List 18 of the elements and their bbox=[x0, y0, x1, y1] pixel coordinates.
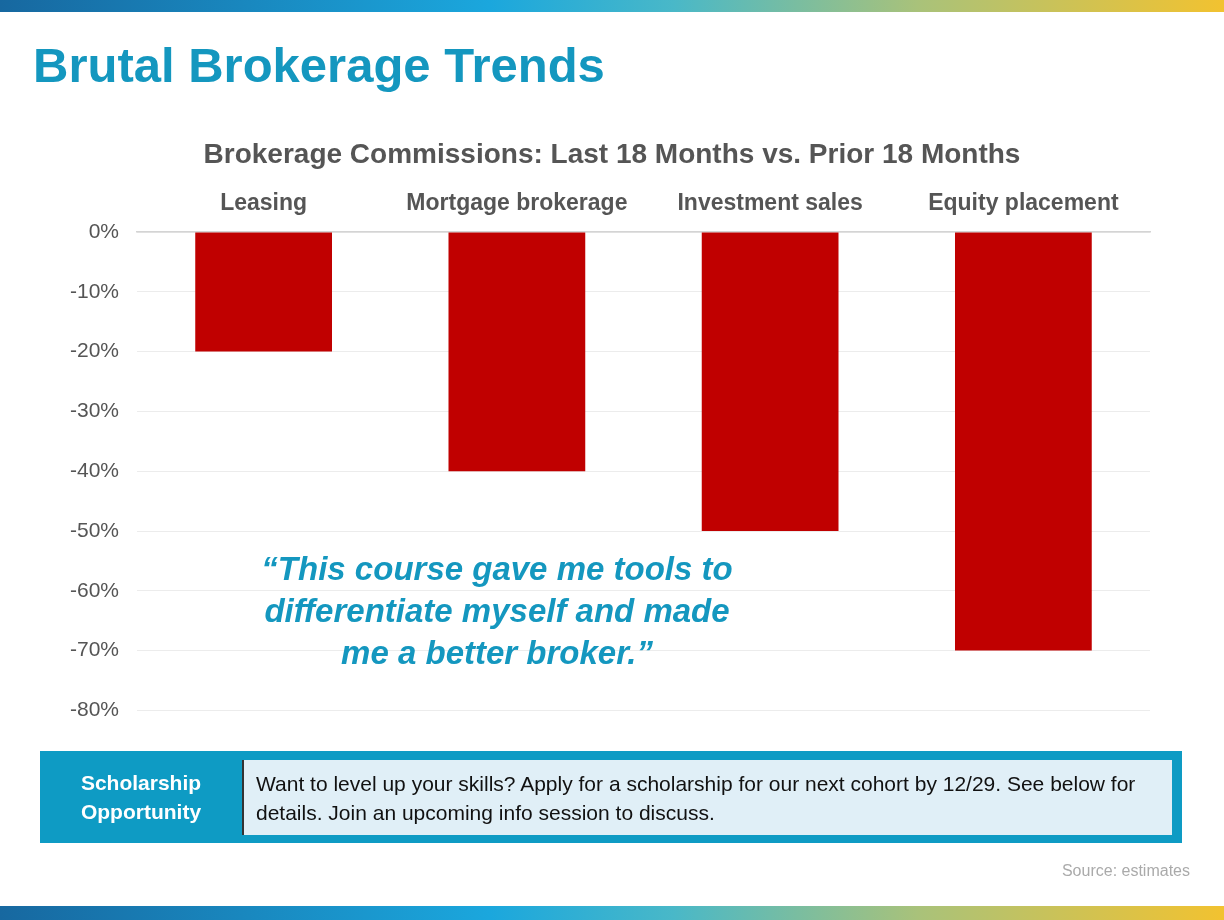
x-tick-label: Mortgage brokerage bbox=[406, 188, 628, 215]
y-tick-label: 0% bbox=[88, 218, 119, 242]
x-tick-label: Equity placement bbox=[928, 188, 1119, 215]
callout-box: Scholarship Opportunity Want to level up your skills? Apply for a scholarship for our next cohort by 12/29. See below for details. Join an upcoming info session to discuss. bbox=[40, 751, 1182, 843]
y-tick-label: -70% bbox=[69, 637, 119, 661]
y-tick-label: -60% bbox=[69, 577, 119, 601]
y-tick-label: -10% bbox=[69, 278, 119, 302]
x-tick-label: Leasing bbox=[220, 188, 308, 215]
chart-title: Brutal Brokerage Trends bbox=[33, 37, 605, 93]
source-note: Source: estimates bbox=[1061, 862, 1190, 880]
x-tick-label: Investment sales bbox=[677, 188, 863, 215]
y-tick-label: -30% bbox=[69, 398, 119, 422]
y-tick-label: -80% bbox=[69, 697, 119, 721]
y-tick-label: -40% bbox=[69, 458, 119, 481]
y-tick-label: -50% bbox=[69, 517, 119, 541]
chart-subtitle: Brokerage Commissions: Last 18 Months vs. Prior 18 Months bbox=[202, 138, 1022, 170]
annotation: “This course gave me tools to differentiate myself and made me a better broker.” bbox=[260, 549, 734, 673]
y-tick-label: -20% bbox=[69, 338, 119, 362]
